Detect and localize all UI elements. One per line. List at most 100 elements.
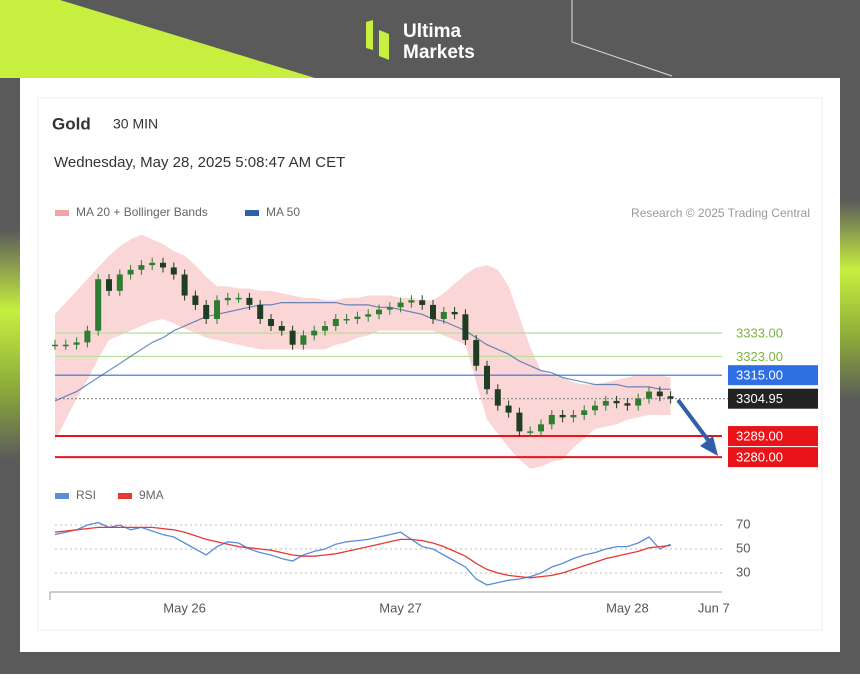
candle [73,342,80,345]
x-tick-label: Jun 7 [698,600,730,615]
symbol: Gold [52,114,91,133]
candle [581,410,588,415]
forecast-arrowhead [700,436,718,456]
candle [289,330,296,345]
candle [149,262,156,266]
candle [570,414,577,418]
candle [160,262,166,268]
candle [635,398,642,406]
legend-label: RSI [76,488,96,502]
candle [376,309,382,315]
candle [52,344,58,347]
candle [203,304,210,319]
ma-line [54,302,671,402]
candle [170,267,177,275]
candle [106,279,112,291]
candle [484,365,490,390]
candle [127,269,134,275]
candle [646,391,652,399]
candle [624,403,631,406]
y-tick-label: 50 [736,540,750,555]
legend-swatch [245,210,259,216]
plot: May 26 May 27 May 28 Jun 7 MA 20 + Bollinger… [52,205,818,615]
indicator-line [54,521,671,586]
x-tick-label: May 27 [379,600,422,615]
price-label-box [728,447,818,468]
indicator-line [54,526,671,579]
candle [408,300,415,303]
accent-line [571,0,673,77]
accent-left [0,230,20,460]
accent-shape [0,0,315,78]
candle [95,279,102,331]
candle [278,326,285,331]
brand-text: Ultima [403,21,462,42]
candle [538,424,544,432]
candle [354,316,361,319]
panel [37,97,823,631]
candle [473,340,480,366]
price-label: 3280.00 [736,450,783,465]
logo-mark [366,20,373,50]
legend-swatch [118,493,132,499]
candle [343,318,350,321]
candle [192,295,199,305]
forecast-arrow [676,398,710,442]
candle [667,396,674,399]
candle [235,297,242,300]
candle [386,307,393,310]
candle [516,412,523,432]
legend-label: MA 50 [266,205,300,219]
candle [62,344,69,347]
candle [224,297,231,301]
candle [84,330,91,343]
x-tick-label: May 26 [163,600,206,615]
candle [181,274,188,296]
candle [300,335,307,345]
x-tick-label: May 28 [606,600,649,615]
candle [613,400,620,404]
price-label-box [728,388,818,409]
candle [440,311,447,319]
legend-swatch [55,210,69,216]
candle [592,405,598,411]
logo: Ultima Markets [366,20,475,63]
legend-label: 9MA [139,488,164,502]
candle [419,300,426,305]
timeframe: 30 MIN [113,116,158,132]
accent-right [840,200,860,400]
price-label: 3323.00 [736,349,783,364]
candle [332,318,339,326]
bollinger-band [55,234,671,469]
price-label: 3333.00 [736,325,783,340]
candle [138,265,145,270]
price-label: 3289.00 [736,428,783,443]
candle [656,391,663,397]
candle [322,326,328,331]
timestamp: Wednesday, May 28, 2025 5:08:47 AM CET [54,154,345,171]
candle [116,274,123,291]
y-tick-label: 70 [736,516,750,531]
candle [548,414,555,425]
candle [246,297,253,305]
brand-text: Markets [403,42,475,63]
credit: Research © 2025 Trading Central [631,206,810,220]
price-label-box [728,365,818,386]
candle [505,405,512,413]
candle [494,389,501,406]
candle [214,300,220,319]
candle [451,311,458,315]
candle [559,414,566,418]
price-label: 3315.00 [736,368,783,383]
candle [257,304,264,319]
candle [602,400,609,406]
candle [365,314,372,317]
candle [527,431,534,433]
y-tick-label: 30 [736,564,750,579]
legend-label: MA 20 + Bollinger Bands [76,205,208,219]
candle [430,304,436,319]
logo-mark [379,30,389,60]
price-label-box [728,426,818,447]
